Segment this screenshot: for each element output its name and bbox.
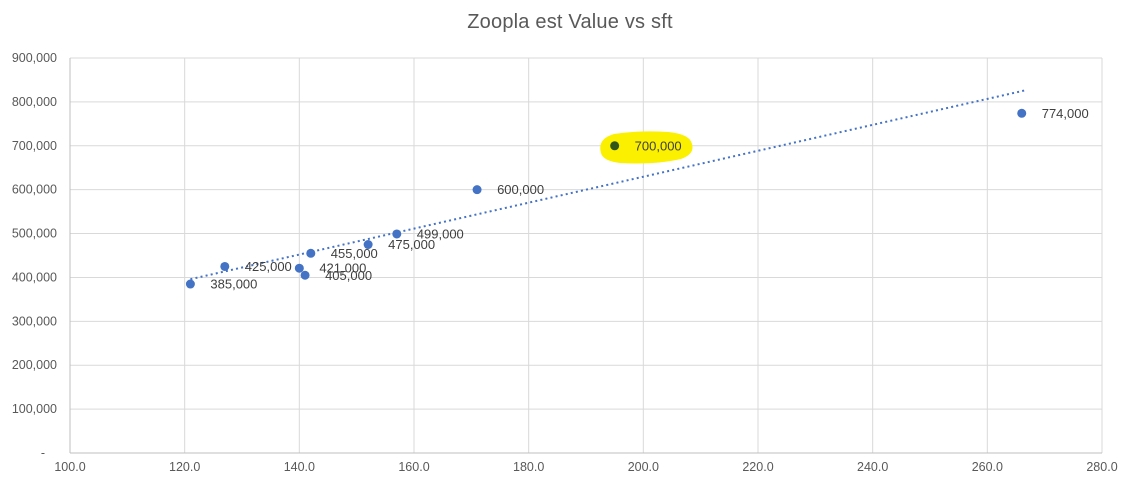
data-point[interactable] (363, 240, 373, 250)
data-point[interactable] (1017, 108, 1027, 118)
y-tick-label: 500,000 (12, 227, 57, 241)
y-tick-label: 700,000 (12, 139, 57, 153)
trendline[interactable] (190, 89, 1025, 281)
data-point-label: 600,000 (497, 182, 544, 197)
data-point[interactable] (220, 261, 230, 271)
x-tick-label: 160.0 (398, 460, 429, 474)
data-point[interactable] (472, 185, 482, 195)
data-point-label: 475,000 (388, 237, 435, 252)
y-tick-label: - (41, 446, 45, 460)
data-point[interactable] (300, 270, 310, 280)
y-tick-label: 300,000 (12, 314, 57, 328)
data-point[interactable] (294, 263, 304, 273)
data-point-label: 774,000 (1042, 106, 1089, 121)
x-tick-label: 280.0 (1086, 460, 1117, 474)
data-point-label: 421,000 (319, 261, 366, 276)
data-point[interactable] (306, 248, 316, 258)
highlight-marker (600, 131, 693, 164)
highlighted-data-point[interactable] (610, 141, 620, 151)
data-point-label: 385,000 (210, 277, 257, 292)
y-tick-label: 600,000 (12, 183, 57, 197)
x-tick-label: 180.0 (513, 460, 544, 474)
data-point-label: 499,000 (417, 226, 464, 241)
data-point[interactable] (185, 279, 195, 289)
data-point-label: 700,000 (635, 138, 682, 153)
data-point-label: 455,000 (331, 246, 378, 261)
x-tick-label: 260.0 (972, 460, 1003, 474)
data-point[interactable] (392, 229, 402, 239)
data-point-label: 425,000 (245, 259, 292, 274)
data-point-label: 405,000 (325, 268, 372, 283)
x-tick-label: 240.0 (857, 460, 888, 474)
x-tick-label: 200.0 (628, 460, 659, 474)
x-tick-label: 120.0 (169, 460, 200, 474)
x-tick-label: 140.0 (284, 460, 315, 474)
y-tick-label: 800,000 (12, 95, 57, 109)
y-tick-label: 400,000 (12, 270, 57, 284)
y-tick-label: 200,000 (12, 358, 57, 372)
x-tick-label: 100.0 (54, 460, 85, 474)
y-tick-label: 900,000 (12, 51, 57, 65)
chart-title[interactable]: Zoopla est Value vs sft (467, 11, 673, 33)
x-tick-label: 220.0 (742, 460, 773, 474)
y-tick-label: 100,000 (12, 402, 57, 416)
